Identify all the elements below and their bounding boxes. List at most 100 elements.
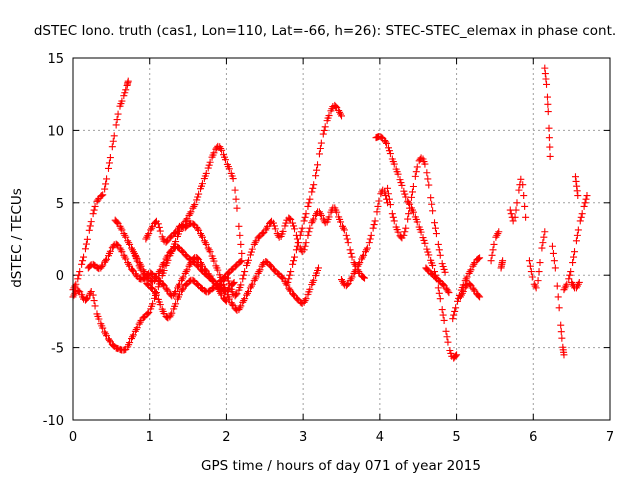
data-point bbox=[244, 256, 252, 264]
series-5 bbox=[142, 217, 322, 314]
data-point bbox=[348, 273, 356, 281]
data-point bbox=[421, 160, 429, 168]
data-point bbox=[343, 235, 351, 243]
y-tick-label: -10 bbox=[43, 414, 64, 429]
data-point bbox=[578, 210, 586, 218]
data-point bbox=[333, 208, 341, 216]
data-point bbox=[305, 199, 313, 207]
data-point bbox=[248, 245, 256, 253]
data-point bbox=[535, 268, 543, 276]
data-point bbox=[412, 168, 420, 176]
data-point bbox=[385, 147, 393, 155]
data-point bbox=[241, 268, 249, 276]
data-point bbox=[553, 282, 561, 290]
series-17 bbox=[525, 228, 549, 292]
data-point bbox=[546, 152, 554, 160]
data-point bbox=[72, 280, 80, 288]
data-point bbox=[314, 264, 322, 272]
data-point bbox=[402, 224, 410, 232]
data-point bbox=[282, 219, 290, 227]
data-point bbox=[382, 138, 390, 146]
data-point bbox=[538, 244, 546, 252]
data-point bbox=[187, 208, 195, 216]
data-point bbox=[109, 137, 117, 145]
data-point bbox=[551, 264, 559, 272]
series-21 bbox=[568, 278, 583, 292]
data-point bbox=[230, 278, 238, 286]
data-point bbox=[225, 165, 233, 173]
data-point bbox=[489, 246, 497, 254]
data-point bbox=[325, 112, 333, 120]
data-point bbox=[545, 134, 553, 142]
data-point bbox=[204, 164, 212, 172]
data-point bbox=[346, 246, 354, 254]
data-point bbox=[168, 309, 176, 317]
data-point bbox=[290, 257, 298, 265]
data-point bbox=[156, 227, 164, 235]
data-point bbox=[98, 263, 106, 271]
data-point bbox=[98, 192, 106, 200]
data-point bbox=[290, 222, 298, 230]
data-point bbox=[398, 181, 406, 189]
data-point bbox=[536, 259, 544, 267]
data-point bbox=[543, 80, 551, 88]
data-point bbox=[573, 182, 581, 190]
data-point bbox=[371, 217, 379, 225]
data-point bbox=[436, 295, 444, 303]
data-point bbox=[238, 257, 246, 265]
data-point bbox=[298, 224, 306, 232]
data-point bbox=[337, 218, 345, 226]
data-point bbox=[314, 161, 322, 169]
data-point bbox=[128, 266, 136, 274]
data-point bbox=[409, 208, 417, 216]
chart-title: dSTEC Iono. truth (cas1, Lon=110, Lat=-6… bbox=[34, 23, 616, 39]
data-point bbox=[114, 110, 122, 118]
data-point bbox=[317, 211, 325, 219]
data-point bbox=[286, 215, 294, 223]
data-point bbox=[452, 304, 460, 312]
data-point bbox=[155, 223, 163, 231]
data-point bbox=[348, 253, 356, 261]
data-point bbox=[156, 266, 164, 274]
data-point bbox=[544, 108, 552, 116]
data-point bbox=[83, 235, 91, 243]
data-point bbox=[566, 271, 574, 279]
series-20 bbox=[560, 192, 591, 294]
data-point bbox=[82, 295, 90, 303]
data-point bbox=[571, 173, 579, 181]
data-point bbox=[269, 219, 277, 227]
data-point bbox=[233, 290, 241, 298]
data-point bbox=[118, 248, 126, 256]
data-point bbox=[541, 64, 549, 72]
data-point bbox=[89, 210, 97, 218]
data-point bbox=[545, 124, 553, 132]
data-point bbox=[302, 210, 310, 218]
data-point bbox=[105, 336, 113, 344]
data-point bbox=[286, 286, 294, 294]
data-point bbox=[413, 218, 421, 226]
data-point bbox=[194, 225, 202, 233]
data-point bbox=[550, 257, 558, 265]
data-point bbox=[572, 177, 580, 185]
data-point bbox=[172, 300, 180, 308]
data-point bbox=[306, 224, 314, 232]
data-point bbox=[419, 234, 427, 242]
data-point bbox=[289, 260, 297, 268]
data-point bbox=[137, 262, 145, 270]
data-point bbox=[221, 156, 229, 164]
data-point bbox=[231, 186, 239, 194]
data-point bbox=[95, 315, 103, 323]
data-point bbox=[408, 193, 416, 201]
data-point bbox=[576, 217, 584, 225]
data-point bbox=[278, 273, 286, 281]
x-tick-label: 6 bbox=[529, 430, 537, 445]
data-point bbox=[198, 180, 206, 188]
data-point bbox=[389, 213, 397, 221]
data-point bbox=[103, 255, 111, 263]
data-point bbox=[317, 139, 325, 147]
data-point bbox=[558, 334, 566, 342]
data-point bbox=[285, 275, 293, 283]
x-tick-label: 0 bbox=[69, 430, 77, 445]
data-point bbox=[519, 181, 527, 189]
